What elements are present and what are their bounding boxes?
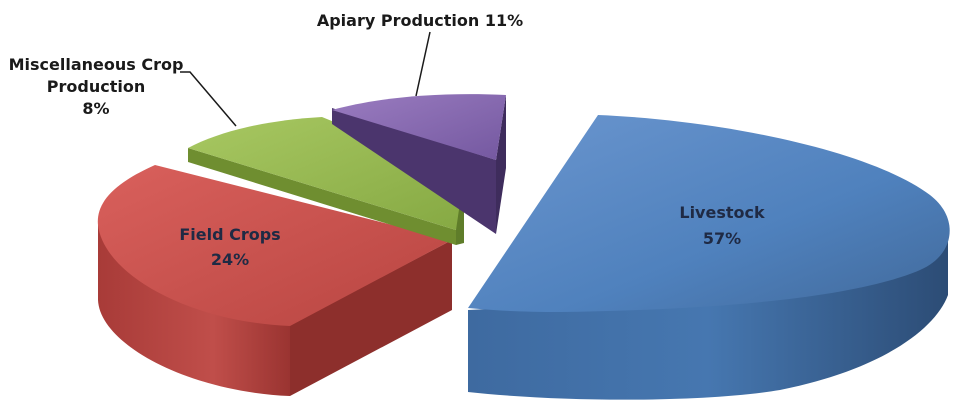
slice-field-crops-top (97, 165, 452, 326)
slice-misc-crop-front (188, 148, 456, 245)
label-misc-line1: Miscellaneous Crop (9, 55, 184, 74)
leader-line-apiary (415, 31, 431, 97)
label-livestock-percent: 57% (703, 229, 741, 248)
leader-line-misc (180, 71, 237, 127)
label-misc-line2: Production (47, 77, 145, 96)
slice-field-crops-cut (290, 240, 452, 396)
label-apiary: Apiary Production 11% (317, 11, 523, 30)
slice-livestock-top (468, 115, 950, 312)
label-field-crops-name: Field Crops (179, 225, 280, 244)
label-livestock-name: Livestock (679, 203, 765, 222)
slice-apiary-top (332, 94, 506, 160)
label-field-crops-percent: 24% (211, 250, 249, 269)
slice-livestock (468, 115, 950, 400)
slice-apiary-side (496, 95, 506, 234)
label-misc-percent: 8% (82, 99, 109, 118)
slice-apiary-front (332, 108, 496, 234)
slice-field-crops (97, 165, 452, 396)
slice-apiary (332, 94, 506, 234)
slice-misc-crop-top (188, 117, 464, 230)
